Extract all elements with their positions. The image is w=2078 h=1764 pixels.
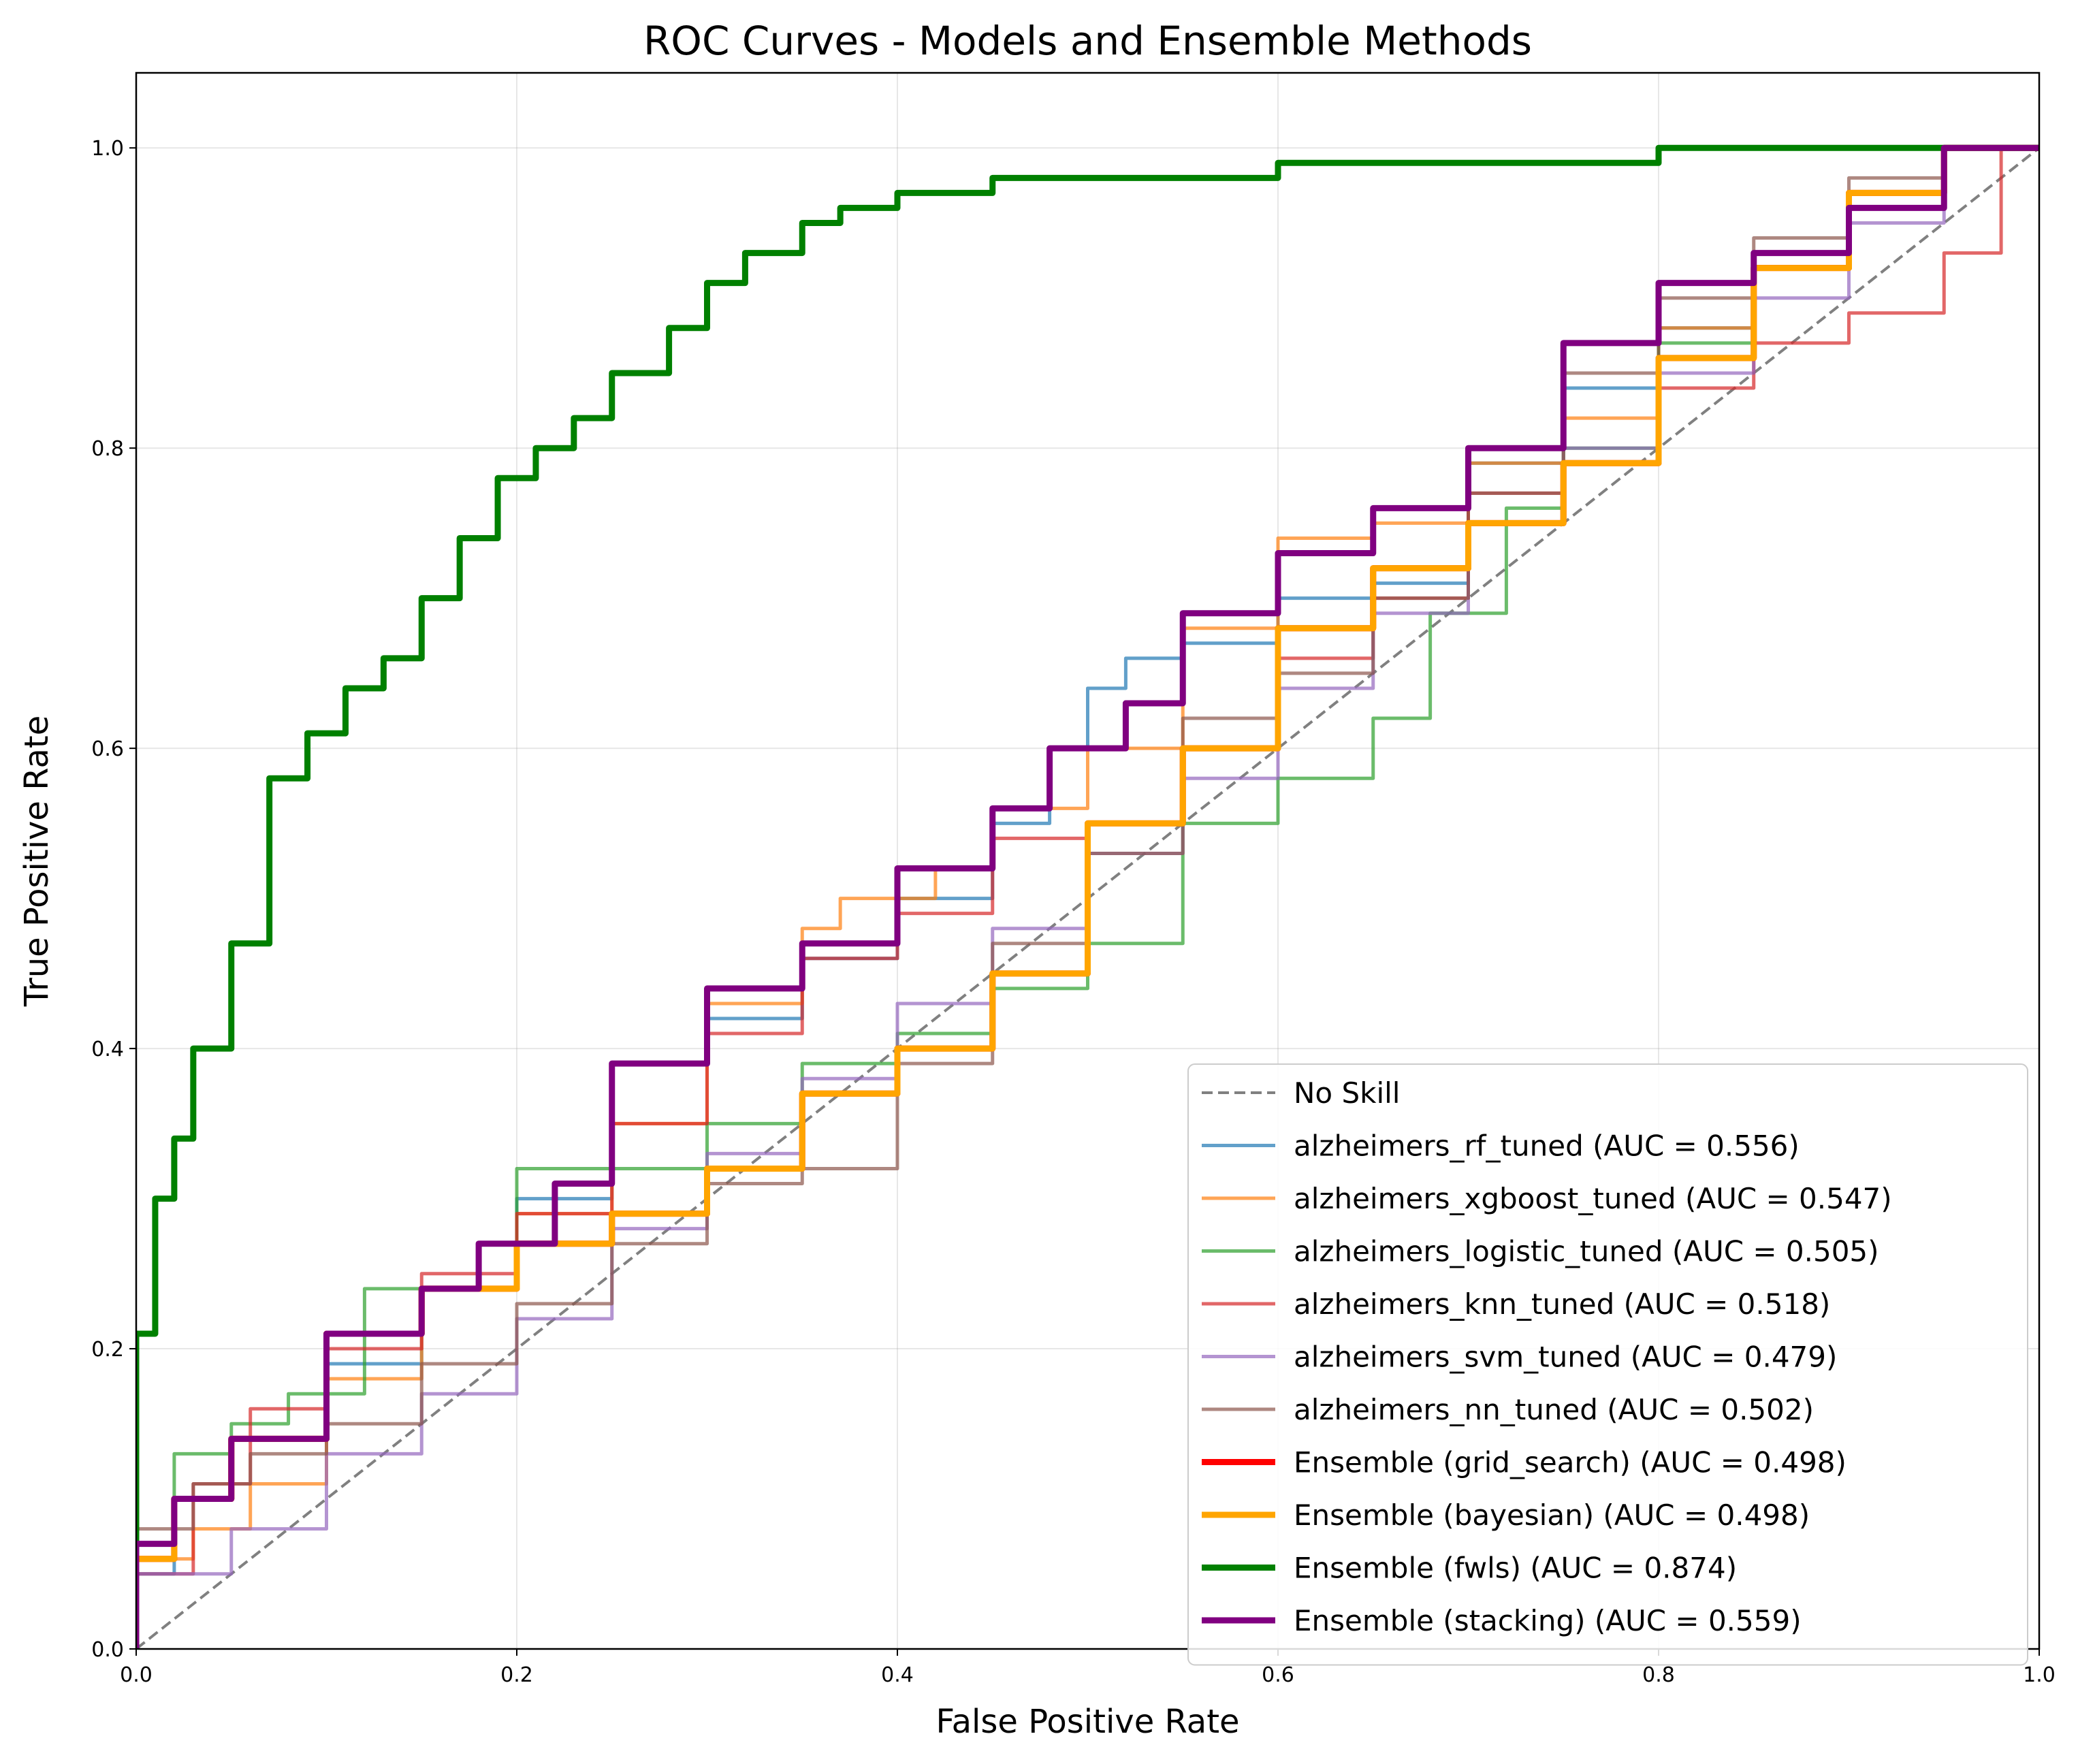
legend-label-9: Ensemble (fwls) (AUC = 0.874): [1294, 1552, 1737, 1585]
chart-title: ROC Curves - Models and Ensemble Methods: [643, 18, 1532, 64]
legend-label-5: alzheimers_svm_tuned (AUC = 0.479): [1294, 1341, 1837, 1374]
plot-frame: [135, 71, 2041, 1650]
y-tick-label: 0.4: [91, 1038, 124, 1061]
series-line-10: [136, 144, 2039, 1649]
legend: No Skill alzheimers_rf_tuned (AUC = 0.556…: [1187, 1063, 2028, 1666]
legend-label-7: Ensemble (grid_search) (AUC = 0.498): [1294, 1446, 1847, 1479]
legend-label-8: Ensemble (bayesian) (AUC = 0.498): [1294, 1498, 1810, 1532]
y-axis-label: True Positive Rate: [18, 716, 56, 1008]
legend-label-6: alzheimers_nn_tuned (AUC = 0.502): [1294, 1393, 1814, 1426]
axis-ticks: 0.0 0.2 0.4 0.6 0.8 1.0 0.0 0.2 0.4 0.6 0.8 1.0: [91, 137, 2056, 1687]
x-tick-label: 0.8: [1642, 1663, 1675, 1687]
y-tick-label: 0.0: [91, 1638, 124, 1662]
y-tick-label: 0.2: [91, 1338, 124, 1362]
legend-label-1: alzheimers_rf_tuned (AUC = 0.556): [1294, 1129, 1800, 1163]
x-tick-label: 0.4: [881, 1663, 914, 1687]
legend-label-3: alzheimers_logistic_tuned (AUC = 0.505): [1294, 1235, 1879, 1268]
legend-label-0: No Skill: [1294, 1076, 1400, 1110]
legend-label-10: Ensemble (stacking) (AUC = 0.559): [1294, 1604, 1802, 1637]
x-tick-label: 0.2: [500, 1663, 533, 1687]
series-line-9: [136, 144, 2039, 1649]
legend-label-2: alzheimers_xgboost_tuned (AUC = 0.547): [1294, 1182, 1892, 1215]
x-tick-label: 0.0: [120, 1663, 153, 1687]
plot-series: [136, 144, 2039, 1649]
x-tick-label: 1.0: [2023, 1663, 2056, 1687]
legend-label-4: alzheimers_knn_tuned (AUC = 0.518): [1294, 1287, 1830, 1321]
y-tick-label: 0.6: [91, 737, 124, 761]
x-axis-label: False Positive Rate: [936, 1703, 1239, 1741]
y-tick-label: 1.0: [91, 137, 124, 161]
x-tick-label: 0.6: [1262, 1663, 1294, 1687]
legend-box: [1187, 1063, 2028, 1666]
y-tick-label: 0.8: [91, 437, 124, 461]
